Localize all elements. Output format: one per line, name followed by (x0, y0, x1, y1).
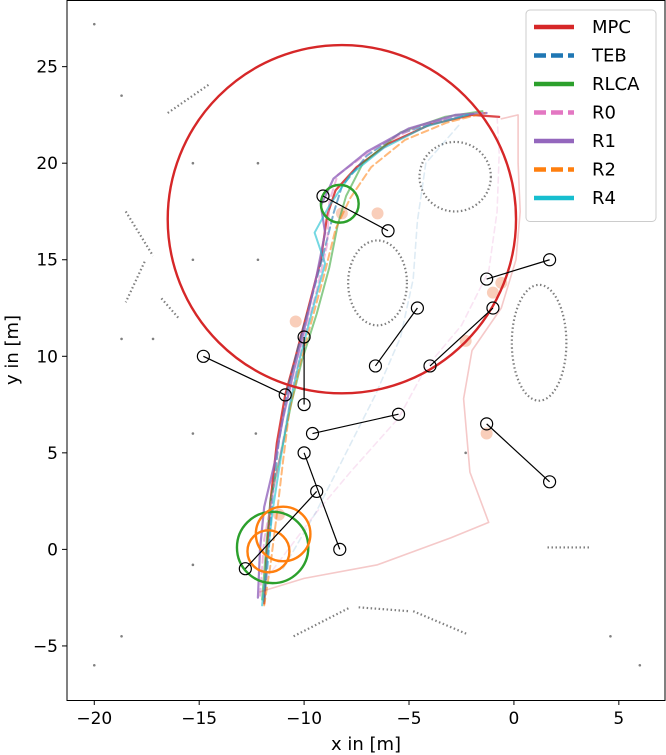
wall-segment-3 (160, 297, 180, 319)
circle-r2-start-2 (246, 529, 291, 574)
scan-point-9 (191, 432, 195, 435)
y-tick-label-5: 20 (36, 154, 58, 174)
scan-point-6 (256, 258, 260, 262)
scan-point-0 (92, 22, 96, 26)
wall-segment-2 (124, 261, 146, 303)
x-tick-label-1: −15 (181, 709, 217, 729)
legend-box (525, 9, 657, 222)
y-tick-label-2: 5 (47, 444, 58, 464)
agent-start-8 (297, 446, 311, 460)
collision-marker-6 (272, 508, 285, 521)
plot-content (92, 22, 642, 667)
obstacle-2 (510, 283, 568, 402)
y-axis-label: y in [m] (2, 315, 23, 385)
y-tick-label-3: 10 (36, 347, 58, 367)
agent-goal-1 (542, 253, 557, 267)
series-mpc-avoid (259, 114, 522, 593)
scan-point-5 (256, 161, 260, 165)
obstacle-1 (347, 239, 409, 327)
agent-start-0 (316, 189, 330, 203)
scan-point-13 (92, 663, 96, 667)
legend-label-rlca: RLCA (592, 74, 640, 95)
x-tick-label-0: −20 (76, 709, 112, 729)
legend: MPC TEB RLCA R0 R1 R2 R4 (525, 9, 657, 222)
collision-marker-5 (480, 427, 493, 440)
agent-start-3 (423, 359, 437, 373)
agent-goal-4 (196, 349, 210, 363)
agent-heading-6 (312, 413, 399, 435)
scan-point-7 (191, 258, 195, 262)
plot-area (92, 22, 642, 667)
scan-point-12 (120, 634, 123, 638)
collision-marker-3 (486, 286, 499, 299)
y-tick-label-4: 15 (36, 251, 58, 271)
agent-heading-0 (322, 195, 389, 232)
obstacle-0 (418, 140, 492, 213)
collision-marker-7 (289, 315, 302, 328)
axis-ticks: −20 −15 −10 −5 0 5 −5 0 5 10 15 20 25 (33, 58, 624, 729)
agent-heading-8 (303, 452, 341, 550)
x-tick-label-4: 0 (509, 709, 520, 729)
scan-point-1 (120, 94, 123, 97)
legend-label-r2: R2 (592, 160, 616, 181)
x-tick-label-2: −10 (286, 709, 322, 729)
scan-point-3 (151, 337, 155, 341)
legend-label-mpc: MPC (592, 17, 631, 38)
agent-start-1 (480, 272, 494, 286)
x-tick-label-5: 5 (613, 709, 624, 729)
y-tick-label-6: 25 (36, 58, 58, 78)
agent-heading-1 (486, 259, 550, 280)
scan-point-8 (254, 432, 258, 435)
series-r0-avoid (265, 116, 501, 580)
wall-segment-6 (412, 610, 469, 636)
legend-label-r4: R4 (592, 188, 616, 209)
series-r1 (256, 111, 488, 599)
y-tick-label-1: 0 (47, 540, 58, 560)
agent-goal-5 (297, 330, 311, 344)
wall-segment-1 (124, 210, 154, 257)
agent-start-4 (278, 388, 292, 402)
agent-goal-0 (381, 224, 395, 238)
scan-point-15 (609, 634, 612, 638)
y-tick-label-0: −5 (33, 637, 58, 657)
collision-marker-1 (371, 207, 384, 220)
x-axis-label: x in [m] (331, 734, 401, 755)
scan-point-4 (191, 161, 195, 165)
wall-segment-4 (293, 606, 351, 638)
agent-goal-6 (391, 407, 406, 421)
agent-goal-2 (410, 301, 425, 315)
axes-frame (66, 0, 666, 701)
scan-point-10 (464, 451, 467, 455)
series-r4 (261, 113, 469, 607)
agent-heading-3 (429, 307, 494, 367)
x-tick-label-3: −5 (396, 709, 421, 729)
agent-goal-3 (486, 301, 500, 315)
circle-mpc-range (166, 43, 518, 395)
agent-start-9 (238, 562, 252, 576)
agent-goal-8 (333, 542, 347, 556)
agent-start-2 (368, 359, 383, 373)
agent-heading-2 (374, 307, 418, 367)
agent-start-6 (305, 426, 320, 441)
scan-point-14 (638, 663, 642, 667)
wall-segment-0 (167, 83, 211, 114)
circle-rlca-start (235, 510, 310, 585)
scan-point-11 (191, 563, 195, 567)
scan-point-2 (120, 337, 123, 341)
legend-label-teb: TEB (591, 46, 627, 67)
agent-heading-9 (244, 491, 318, 570)
legend-label-r1: R1 (592, 131, 616, 152)
agent-start-7 (480, 417, 494, 431)
agent-goal-7 (542, 475, 557, 489)
agent-start-5 (297, 397, 311, 412)
series-teb-avoid (282, 123, 461, 570)
circle-rlca-goal (319, 183, 360, 224)
agent-heading-7 (486, 423, 551, 483)
agent-goal-9 (310, 484, 324, 499)
legend-label-r0: R0 (592, 103, 616, 124)
series-r2 (263, 112, 486, 607)
wall-segment-5 (358, 606, 410, 613)
agent-heading-4 (203, 355, 286, 396)
